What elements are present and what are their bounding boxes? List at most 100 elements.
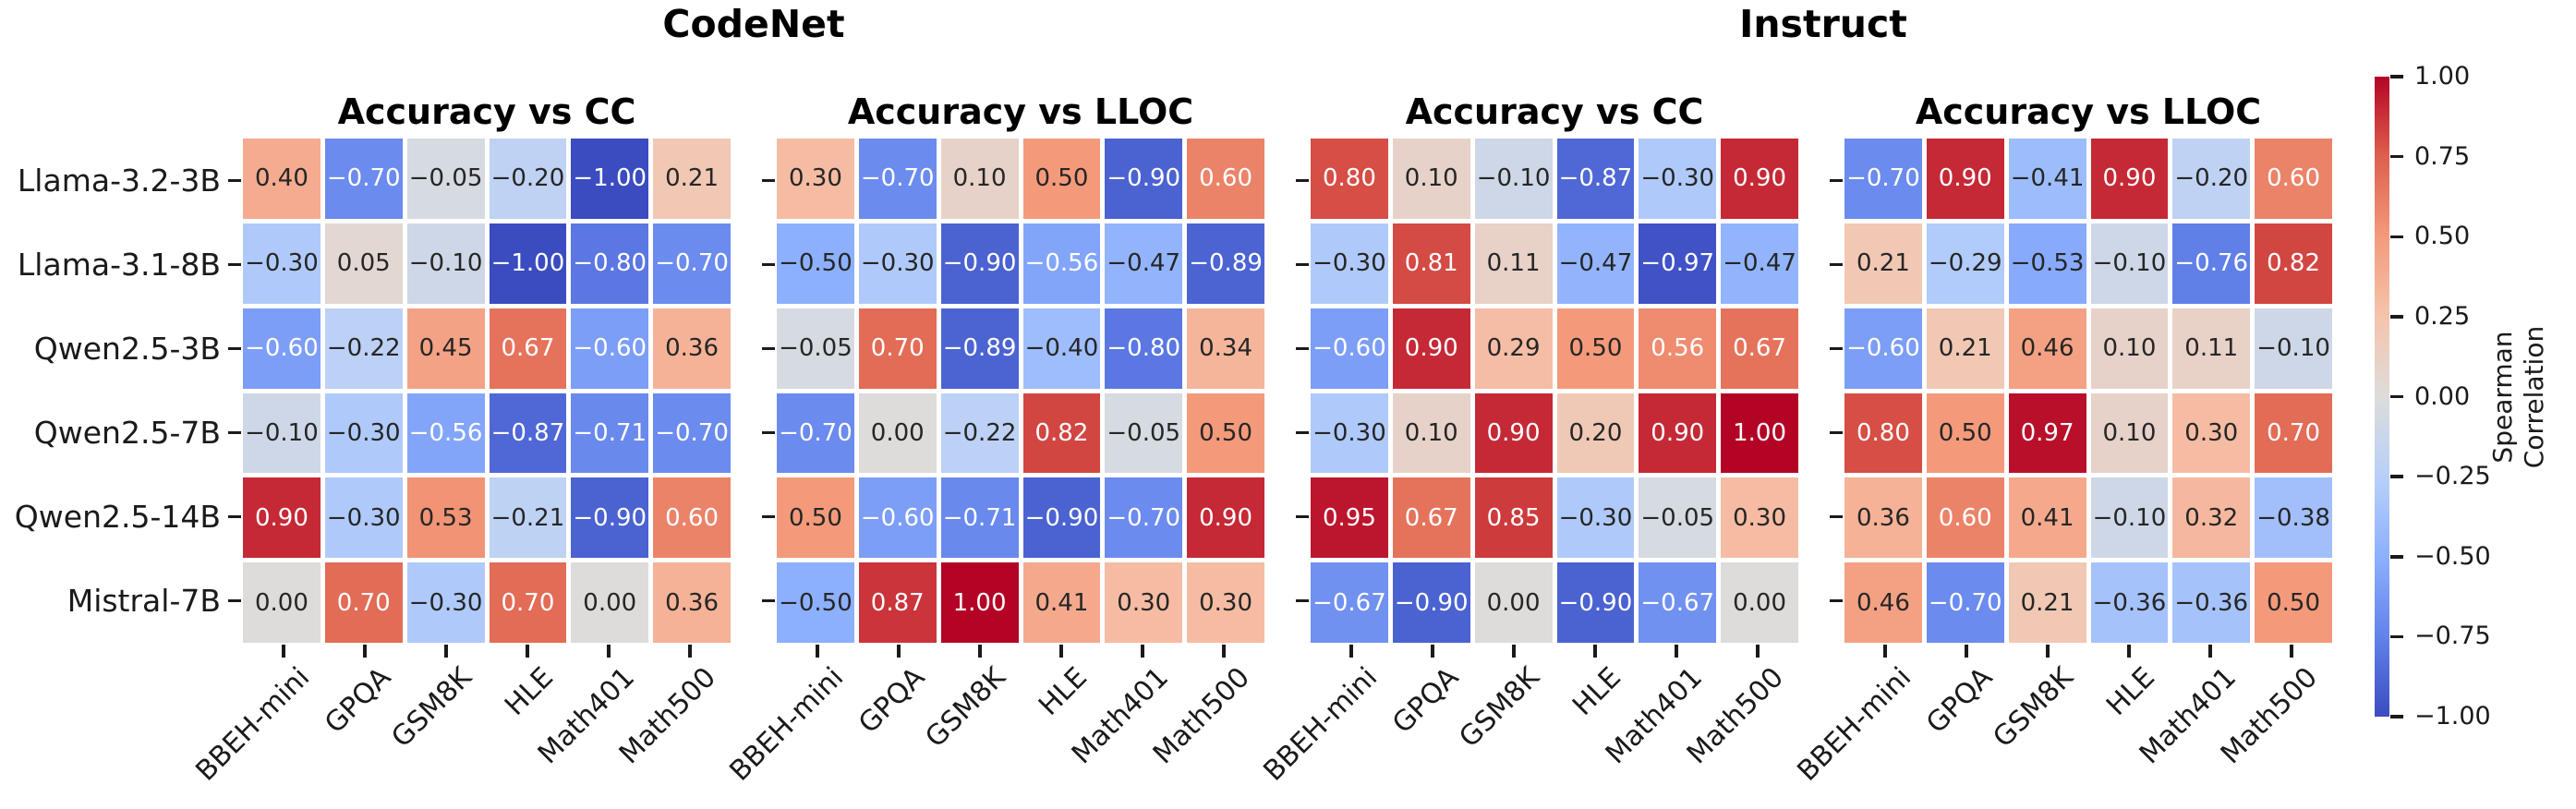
heatmap-cell: 0.82 bbox=[1022, 392, 1101, 474]
heatmap-cell: −0.21 bbox=[489, 477, 567, 559]
heatmap-cell: 0.21 bbox=[1844, 223, 1922, 304]
heatmap-cell: 1.00 bbox=[940, 562, 1019, 643]
heatmap-cell: −0.71 bbox=[940, 477, 1019, 559]
heatmap-cell: −0.30 bbox=[406, 562, 485, 643]
group-title-instruct: Instruct bbox=[1739, 2, 1907, 46]
heatmap-cell: 0.00 bbox=[858, 392, 937, 474]
heatmap-cell: 0.36 bbox=[1844, 477, 1922, 559]
y-tick bbox=[1296, 430, 1309, 435]
heatmap-cell: 0.67 bbox=[1721, 308, 1798, 389]
x-tick bbox=[978, 645, 982, 658]
col-label: GPQA bbox=[852, 661, 931, 741]
heatmap-cell: −0.56 bbox=[406, 392, 485, 474]
heatmap-cell: 1.00 bbox=[1721, 392, 1798, 474]
y-tick bbox=[1830, 430, 1843, 435]
heatmap-cell: 0.30 bbox=[2172, 392, 2251, 474]
y-tick bbox=[1296, 178, 1309, 183]
col-label: BBEH-mini bbox=[1256, 661, 1384, 788]
heatmap-cell: 0.90 bbox=[2090, 139, 2169, 219]
heatmap-cell: −0.05 bbox=[1105, 392, 1183, 474]
heatmap-cell: 0.50 bbox=[1926, 392, 2004, 474]
heatmap-cell: 0.10 bbox=[1392, 392, 1470, 474]
heatmap-cell: 0.41 bbox=[1022, 562, 1101, 643]
heatmap-cell: 0.21 bbox=[1926, 308, 2004, 389]
heatmap-cell: 0.90 bbox=[1187, 477, 1264, 559]
x-tick bbox=[816, 645, 819, 658]
heatmap-cell: −0.10 bbox=[406, 223, 485, 304]
x-tick bbox=[282, 645, 285, 658]
colorbar-tick-label: −0.50 bbox=[2414, 541, 2491, 571]
heatmap-cell: 0.85 bbox=[1474, 477, 1553, 559]
x-tick bbox=[1965, 645, 1968, 658]
heatmap-cell: 0.90 bbox=[1474, 392, 1553, 474]
x-tick bbox=[1349, 645, 1353, 658]
heatmap-cell: −0.70 bbox=[1105, 477, 1183, 559]
heatmap-cell: −0.56 bbox=[1022, 223, 1101, 304]
heatmap-cell: 0.56 bbox=[1639, 308, 1717, 389]
heatmap-cell: 0.00 bbox=[1721, 562, 1798, 643]
heatmap-cell: −0.60 bbox=[1311, 308, 1388, 389]
heatmap-cell: −0.05 bbox=[1639, 477, 1717, 559]
heatmap-cell: −0.22 bbox=[324, 308, 403, 389]
heatmap-cell: −0.53 bbox=[2008, 223, 2086, 304]
row-label: Llama-3.2-3B bbox=[17, 162, 221, 199]
heatmap-cell: 0.30 bbox=[1187, 562, 1264, 643]
panel-title: Accuracy vs CC bbox=[1405, 91, 1704, 132]
heatmap-cell: −0.36 bbox=[2090, 562, 2169, 643]
colorbar-tick-label: −1.00 bbox=[2414, 702, 2491, 731]
heatmap-cell: −1.00 bbox=[571, 139, 649, 219]
heatmap-cell: −0.90 bbox=[1105, 139, 1183, 219]
y-tick bbox=[762, 178, 775, 183]
heatmap-cell: −0.29 bbox=[1926, 223, 2004, 304]
heatmap-cell: −0.60 bbox=[1844, 308, 1922, 389]
heatmap-grid: 0.30 −0.70 0.10 0.50 −0.90 0.60 −0.50 −0.30 −0.9… bbox=[777, 139, 1264, 643]
heatmap-cell: 0.50 bbox=[1556, 308, 1635, 389]
x-tick bbox=[1431, 645, 1434, 658]
heatmap-cell: 0.00 bbox=[243, 562, 320, 643]
heatmap-cell: −0.20 bbox=[2172, 139, 2251, 219]
panel-title: Accuracy vs LLOC bbox=[1915, 91, 2262, 132]
heatmap-cell: 0.30 bbox=[1105, 562, 1183, 643]
heatmap-cell: 0.34 bbox=[1187, 308, 1264, 389]
heatmap-cell: 0.67 bbox=[489, 308, 567, 389]
heatmap-cell: −0.10 bbox=[1474, 139, 1553, 219]
heatmap-cell: 0.41 bbox=[2008, 477, 2086, 559]
heatmap-cell: −0.47 bbox=[1556, 223, 1635, 304]
heatmap-cell: −0.10 bbox=[2255, 308, 2332, 389]
y-tick bbox=[762, 346, 775, 351]
y-tick bbox=[762, 598, 775, 603]
heatmap-cell: −0.90 bbox=[1556, 562, 1635, 643]
heatmap-cell: −0.30 bbox=[1311, 223, 1388, 304]
heatmap-cell: 0.20 bbox=[1556, 392, 1635, 474]
heatmap-cell: −0.87 bbox=[1556, 139, 1635, 219]
colorbar bbox=[2375, 77, 2389, 717]
x-tick bbox=[1059, 645, 1063, 658]
y-tick bbox=[228, 262, 241, 267]
heatmap-cell: −0.30 bbox=[324, 477, 403, 559]
y-tick bbox=[1830, 178, 1843, 183]
heatmap-cell: −0.38 bbox=[2255, 477, 2332, 559]
heatmap-cell: 0.90 bbox=[1639, 392, 1717, 474]
colorbar-tick-label: 0.25 bbox=[2414, 301, 2471, 331]
x-tick bbox=[1141, 645, 1144, 658]
col-label: GSM8K bbox=[385, 661, 478, 755]
col-label: GPQA bbox=[1919, 661, 1999, 741]
heatmap-panel-instruct-cc: Accuracy vs CC 0.80 0.10 −0.10 −0.87 −0.30 0.… bbox=[1257, 91, 1798, 788]
heatmap-cell: 0.90 bbox=[1721, 139, 1798, 219]
colorbar-tick-label: 0.00 bbox=[2414, 381, 2471, 411]
heatmap-cell: −0.30 bbox=[1556, 477, 1635, 559]
heatmap-cell: 0.21 bbox=[653, 139, 731, 219]
heatmap-cell: 0.11 bbox=[1474, 223, 1553, 304]
heatmap-cell: 0.70 bbox=[324, 562, 403, 643]
heatmap-grid: −0.70 0.90 −0.41 0.90 −0.20 0.60 0.21 −0.29 −0.5… bbox=[1844, 139, 2332, 643]
heatmap-cell: −0.05 bbox=[406, 139, 485, 219]
col-label: GSM8K bbox=[1453, 661, 1546, 755]
heatmap-cell: −0.22 bbox=[940, 392, 1019, 474]
heatmap-cell: 0.50 bbox=[1022, 139, 1101, 219]
heatmap-cell: −0.87 bbox=[489, 392, 567, 474]
heatmap-cell: −0.90 bbox=[1022, 477, 1101, 559]
heatmap-cell: 0.82 bbox=[2255, 223, 2332, 304]
colorbar-label-line2: Correlation bbox=[2519, 325, 2549, 469]
colorbar-label: Spearman Correlation bbox=[2487, 326, 2550, 468]
heatmap-cell: −0.50 bbox=[777, 223, 854, 304]
